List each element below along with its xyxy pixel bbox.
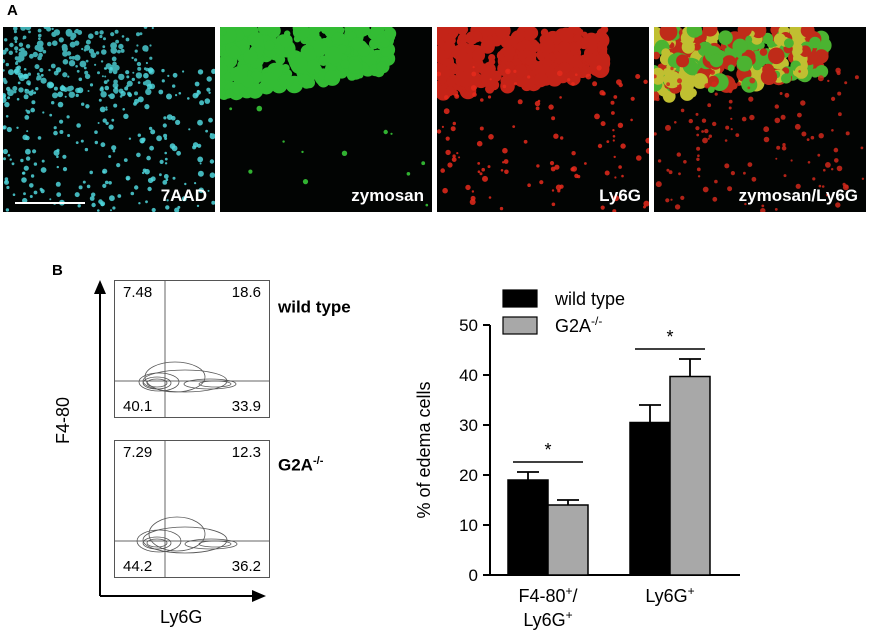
legend-label: G2A-/- [555,314,602,336]
micrograph-label: Ly6G [599,186,641,205]
quadrant-upper-left: 7.48 [123,284,153,301]
flow-plot-wild-type: 7.48 18.6 40.1 33.9 [114,280,270,418]
flow-y-label: F4-80 [53,396,74,445]
micrograph-7aad: 7AAD [3,27,215,212]
micrograph-zymosan: zymosan [220,27,432,212]
bar-g2a [669,375,711,576]
y-tick-label: 40 [459,366,478,385]
legend-swatch [502,316,538,335]
genotype-label: G2A-/- [278,455,324,475]
y-tick-label: 50 [459,316,478,335]
panel-b-letter: B [52,262,63,279]
panel-a-letter: A [7,2,18,19]
legend-swatch [502,289,538,308]
quadrant-upper-left: 7.29 [123,444,153,461]
micrograph-label: zymosan [351,186,424,205]
y-tick-label: 20 [459,466,478,485]
micrograph-label: 7AAD [160,186,207,205]
y-tick-label: 30 [459,416,478,435]
x-category-label: Ly6G+ [523,608,572,630]
micrograph-merge: zymosan/Ly6G [654,27,866,212]
y-tick-label: 0 [469,566,478,585]
bar-wild-type [507,479,549,576]
significance-star: * [666,327,673,347]
x-category-label: Ly6G+ [645,584,694,606]
legend-label: wild type [554,289,625,309]
x-category-label: F4-80+/ [518,584,577,606]
flow-contours [115,441,269,577]
micrograph-ly6g: Ly6G [437,27,649,212]
quadrant-upper-right: 18.6 [231,284,261,301]
bar-g2a [547,504,589,576]
genotype-label: wild type [278,297,351,317]
quadrant-lower-right: 36.2 [231,558,261,575]
y-axis-label: % of edema cells [414,381,434,518]
quadrant-lower-left: 44.2 [123,558,153,575]
quadrant-lower-left: 40.1 [123,398,153,415]
flow-x-label: Ly6G [160,607,203,627]
bar-wild-type [629,421,671,576]
flow-plot-g2a: 7.29 12.3 44.2 36.2 [114,440,270,578]
quadrant-upper-right: 12.3 [231,444,261,461]
significance-star: * [544,440,551,460]
flow-contours [115,281,269,417]
quadrant-lower-right: 33.9 [231,398,261,415]
scale-bar [15,202,85,204]
micrograph-label: zymosan/Ly6G [738,186,858,205]
flow-axes [94,280,266,602]
y-tick-label: 10 [459,516,478,535]
